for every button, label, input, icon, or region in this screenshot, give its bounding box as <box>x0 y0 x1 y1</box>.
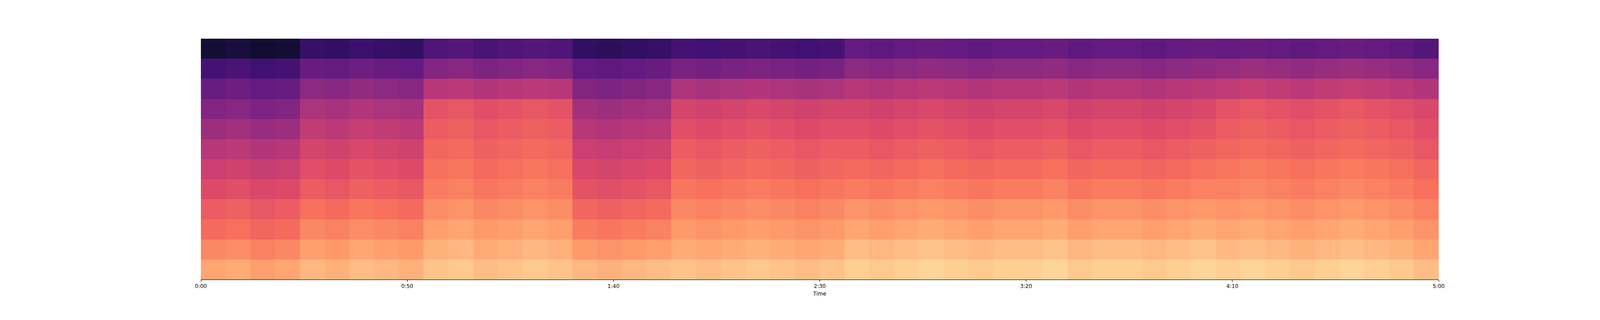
svg-text:2:30: 2:30 <box>813 283 826 290</box>
svg-text:1:40: 1:40 <box>607 283 620 290</box>
svg-text:0:50: 0:50 <box>401 283 414 290</box>
svg-text:5:00: 5:00 <box>1432 283 1445 290</box>
svg-text:3:20: 3:20 <box>1020 283 1032 290</box>
svg-text:Time: Time <box>812 290 827 297</box>
svg-text:4:10: 4:10 <box>1226 283 1239 290</box>
svg-text:0:00: 0:00 <box>195 283 208 290</box>
